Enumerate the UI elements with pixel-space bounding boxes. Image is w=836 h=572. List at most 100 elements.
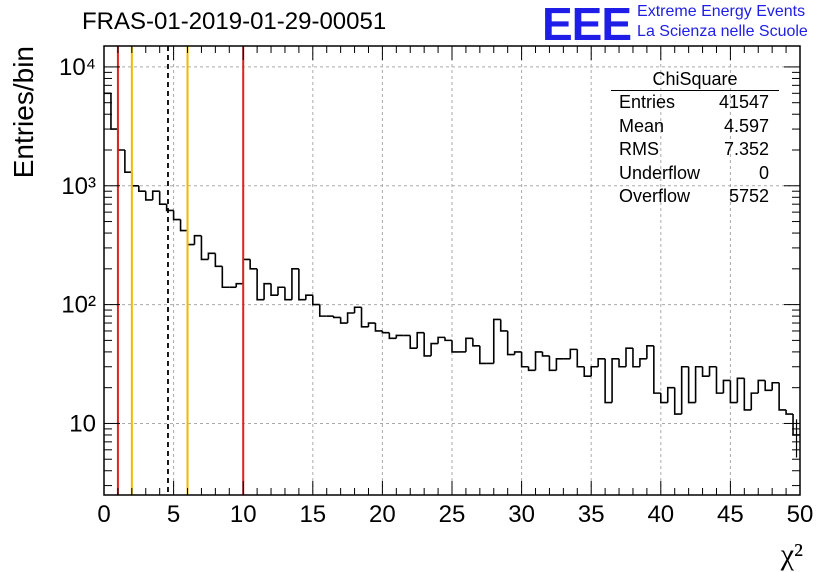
histogram-bin <box>499 319 508 332</box>
histogram-bin <box>193 234 202 245</box>
histogram-bin <box>423 332 432 357</box>
histogram-bin <box>249 259 258 270</box>
histogram-bin <box>660 393 668 404</box>
histogram-bin <box>513 351 522 355</box>
histogram-bin <box>715 366 724 394</box>
axis-ticks <box>103 46 801 495</box>
histogram-bin <box>687 366 696 404</box>
histogram-bin <box>520 351 529 368</box>
histogram-bin <box>214 253 223 268</box>
histogram-bin <box>207 252 216 260</box>
stats-label: Underflow <box>619 162 701 183</box>
x-tick-label: 20 <box>369 501 396 528</box>
histogram-bin <box>291 268 299 300</box>
histogram-bin <box>666 386 675 403</box>
histogram-bin <box>771 381 780 391</box>
histogram-bin <box>639 357 647 367</box>
logo-mark: EEE <box>542 0 632 50</box>
histogram-bin <box>708 365 717 377</box>
histogram-bin <box>284 287 292 301</box>
logo-line-1: Extreme Energy Events <box>637 3 806 20</box>
histogram-bin <box>277 286 285 296</box>
eee-logo: EEE Extreme Energy Events La Scienza nel… <box>542 0 808 50</box>
histogram-bin <box>339 317 348 324</box>
histogram-bin <box>381 330 390 334</box>
x-tick-label: 35 <box>578 501 605 528</box>
histogram-bin <box>555 357 564 371</box>
histogram-bin <box>548 355 557 372</box>
histogram-bin <box>388 332 397 340</box>
axis-tick-labels: 0 5 10 15 20 25 30 35 40 45 50 10 10² 10³ 10⁴ <box>59 54 813 528</box>
stats-row-rms: RMS 7.352 <box>611 138 779 162</box>
histogram-bin <box>764 380 773 392</box>
x-tick-label: 30 <box>508 501 535 528</box>
x-tick-label: 40 <box>647 501 674 528</box>
x-axis-label: χ² <box>780 538 803 571</box>
histogram-bin <box>144 191 153 201</box>
histogram-bin <box>172 210 181 221</box>
histogram-bin <box>318 304 327 317</box>
histogram-bin <box>158 191 167 205</box>
histogram-bin <box>263 282 272 300</box>
x-tick-label: 5 <box>167 501 180 528</box>
histogram-bin <box>430 342 439 356</box>
histogram-bin <box>506 330 515 356</box>
y-tick-label: 10 <box>69 410 96 437</box>
stats-value: 0 <box>758 162 769 183</box>
histogram-bin <box>270 283 278 296</box>
histogram-bin <box>353 306 362 313</box>
stats-row-underflow: Underflow 0 <box>611 162 779 186</box>
histogram-bin <box>701 366 710 377</box>
histogram-bin <box>416 331 425 349</box>
histogram-bin <box>729 380 738 404</box>
histogram-bin <box>395 334 404 339</box>
stats-title: ChiSquare <box>611 68 779 91</box>
stats-box: ChiSquare Entries 41547 Mean 4.597 RMS 7… <box>611 68 779 209</box>
x-tick-label: 10 <box>230 501 257 528</box>
stats-label: RMS <box>619 139 659 159</box>
histogram-bin <box>472 338 480 347</box>
histogram-bin <box>256 268 265 301</box>
histogram-bin <box>437 336 446 344</box>
logo-text: Extreme Energy Events La Scienza nelle S… <box>637 2 808 42</box>
histogram-bin <box>374 323 383 332</box>
histogram-bin <box>778 382 787 411</box>
histogram-bin <box>680 365 689 415</box>
marker-lines <box>116 46 245 495</box>
stats-row-overflow: Overflow 5752 <box>611 185 779 209</box>
histogram-bin <box>632 348 640 368</box>
stats-label: Overflow <box>619 186 691 206</box>
histogram-bin <box>785 409 794 415</box>
histogram-bin <box>444 337 452 342</box>
histogram-bin <box>597 357 606 367</box>
stats-value: 7.352 <box>723 139 769 159</box>
x-tick-label: 15 <box>299 501 326 528</box>
histogram-bin <box>743 378 752 411</box>
histogram-bin <box>611 357 620 403</box>
histogram-bin <box>541 351 550 357</box>
stats-row-mean: Mean 4.597 <box>611 115 779 139</box>
histogram-bin <box>346 312 355 324</box>
x-tick-label: 45 <box>717 501 744 528</box>
histogram-bin <box>451 340 459 353</box>
histogram-bin <box>221 266 230 289</box>
histogram-bin <box>235 282 244 288</box>
histogram-bin <box>165 204 174 212</box>
histogram-bin <box>492 318 501 364</box>
histogram-bin <box>527 366 536 372</box>
histogram-bin <box>151 190 160 200</box>
histogram-bin <box>694 365 703 403</box>
x-tick-label: 50 <box>787 501 814 528</box>
histogram-bin <box>186 230 195 246</box>
chart-title: FRAS-01-2019-01-29-00051 <box>82 8 387 35</box>
histogram-bin <box>625 347 633 367</box>
stats-value: 5752 <box>728 186 769 206</box>
histogram-bin <box>534 351 543 371</box>
y-tick-label: 10⁴ <box>59 54 96 81</box>
histogram-bin <box>200 235 209 261</box>
histogram-bin <box>305 294 313 300</box>
stats-row-entries: Entries 41547 <box>611 91 779 115</box>
histogram-bin <box>465 337 473 352</box>
histogram-bin <box>583 366 592 377</box>
